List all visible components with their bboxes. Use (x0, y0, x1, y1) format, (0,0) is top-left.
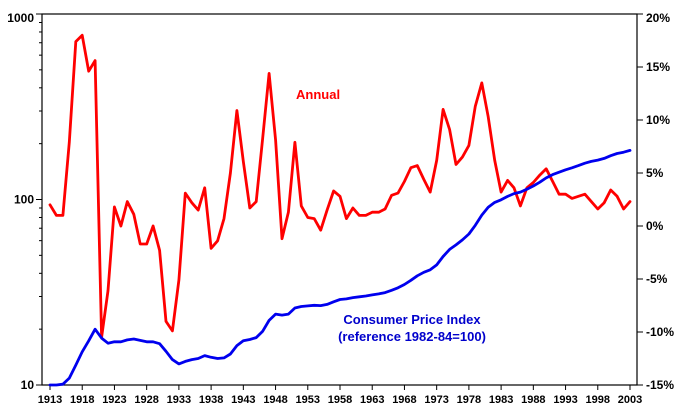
right-axis-tick-label: -15% (646, 378, 674, 392)
x-axis-tick-label: 1978 (457, 394, 481, 406)
annotation-annual: Annual (296, 87, 340, 102)
x-axis-tick-label: 1993 (553, 394, 577, 406)
annotation-reference-1982-84-100: (reference 1982-84=100) (338, 329, 486, 344)
right-axis-tick-label: 0% (646, 219, 664, 233)
right-axis-tick-label: -5% (646, 272, 668, 286)
series-line-annual-inflation (48, 33, 632, 339)
x-axis-tick-label: 1928 (134, 394, 158, 406)
left-axis-tick-label: 10 (21, 378, 35, 392)
series-line-cpi (48, 148, 632, 387)
right-axis-tick-label: -10% (646, 325, 674, 339)
x-axis-tick-label: 1958 (328, 394, 352, 406)
x-axis-tick-label: 1968 (392, 394, 416, 406)
right-axis-tick-label: 20% (646, 11, 670, 25)
right-axis-tick-label: 10% (646, 113, 670, 127)
x-axis-tick-label: 1943 (231, 394, 255, 406)
x-axis-tick-label: 1963 (360, 394, 384, 406)
left-axis-tick-label: 100 (14, 193, 34, 207)
x-axis-tick-label: 2003 (618, 394, 642, 406)
x-axis-tick-label: 1918 (70, 394, 94, 406)
x-axis-tick-label: 1938 (199, 394, 223, 406)
x-axis-tick-label: 1998 (586, 394, 610, 406)
x-axis-tick-label: 1973 (424, 394, 448, 406)
x-axis-tick-label: 1933 (167, 394, 191, 406)
x-axis-tick-label: 1913 (38, 394, 62, 406)
x-axis-tick-label: 1983 (489, 394, 513, 406)
annotation-consumer-price-index: Consumer Price Index (343, 312, 481, 327)
right-axis-tick-label: 5% (646, 166, 664, 180)
x-axis-tick-label: 1948 (263, 394, 287, 406)
left-axis-tick-label: 1000 (7, 11, 34, 25)
right-axis-tick-label: 15% (646, 60, 670, 74)
x-axis-tick-label: 1988 (521, 394, 545, 406)
x-axis-tick-label: 1953 (296, 394, 320, 406)
x-axis-tick-label: 1923 (102, 394, 126, 406)
